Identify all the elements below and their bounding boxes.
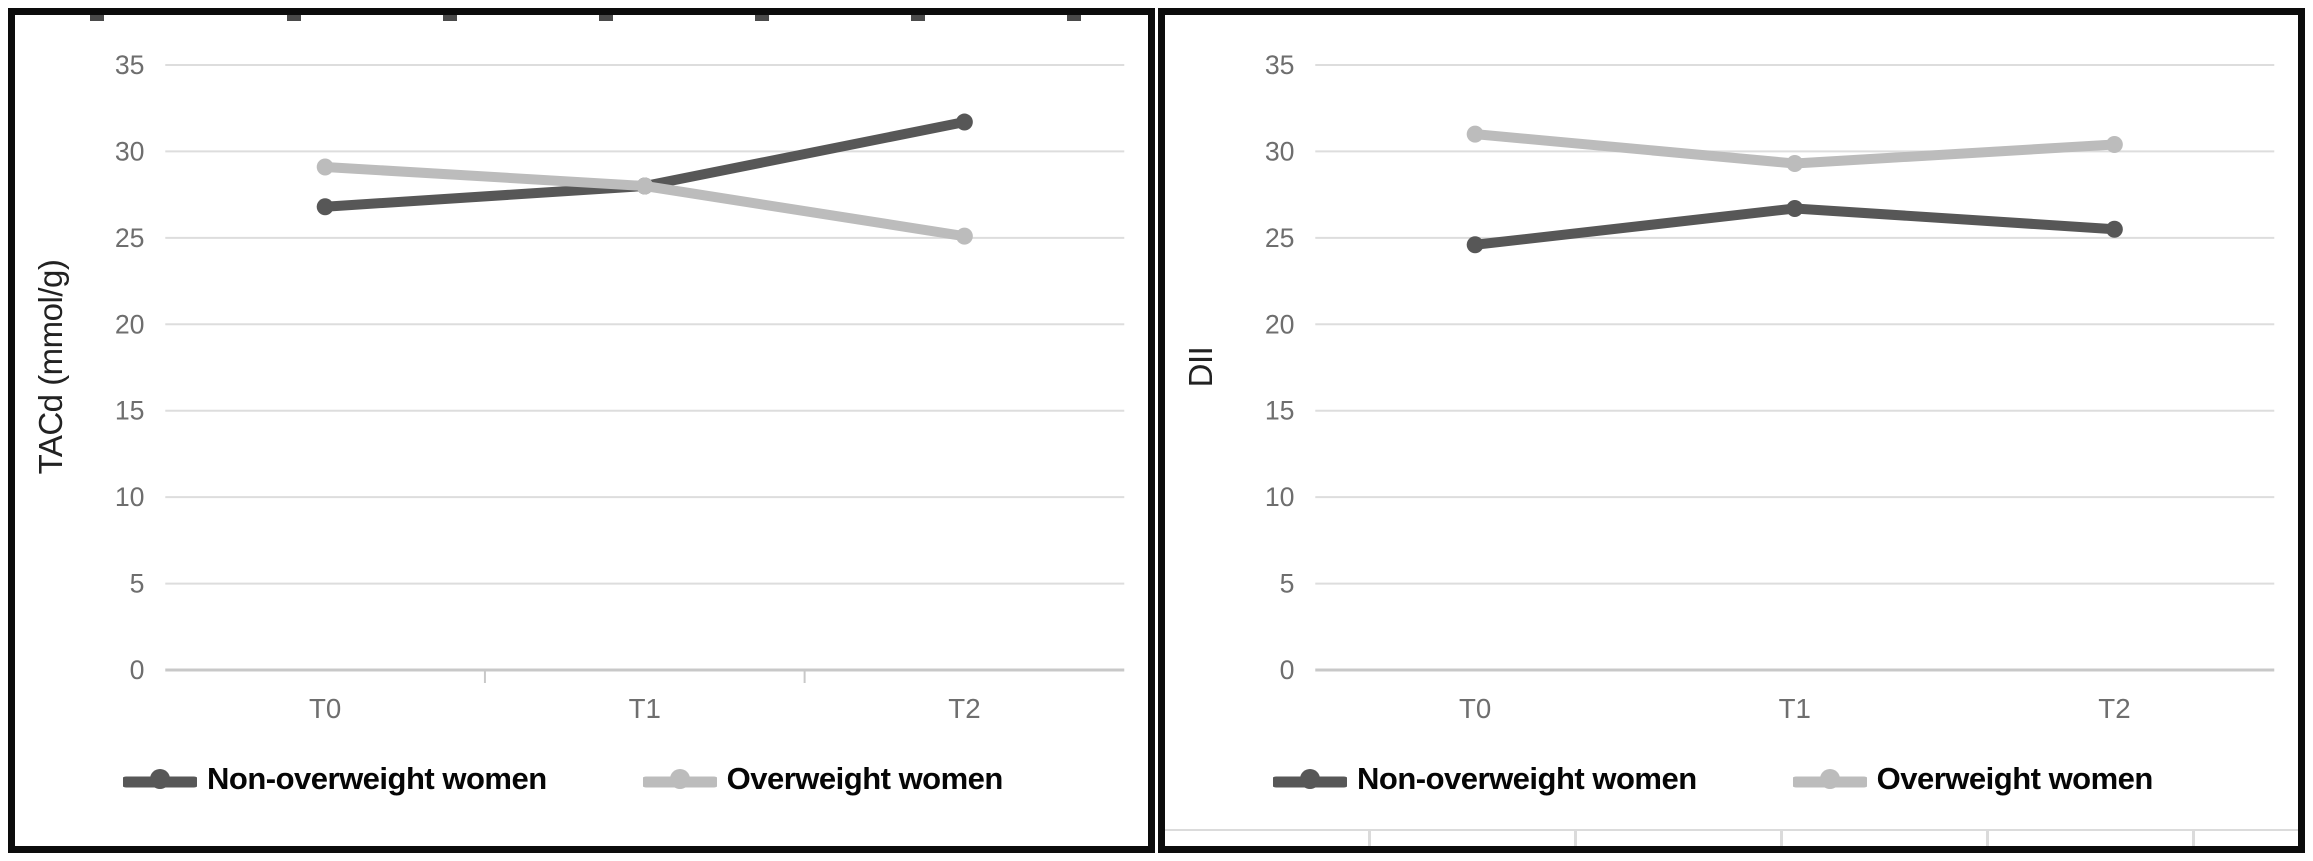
dii-y-axis-title: DII bbox=[1182, 346, 1219, 388]
legend-item-overweight-women: Overweight women bbox=[1792, 761, 2154, 797]
dii-legend: Non-overweight women Overweight women bbox=[1165, 731, 2298, 827]
y-tick-label: 10 bbox=[1265, 482, 1295, 512]
x-tick-label: T1 bbox=[1779, 693, 1811, 724]
legend-point bbox=[1819, 769, 1840, 789]
y-tick-label: 20 bbox=[1265, 309, 1295, 339]
tacd-chart-panel: TACd (mmol/g) 0 5 10 15 20 25 30 35 T0 T1 T2 Non-o… bbox=[8, 8, 1155, 853]
excel-cell-tick-marks bbox=[15, 15, 1148, 21]
tacd-y-axis-title: TACd (mmol/g) bbox=[32, 259, 69, 475]
y-tick-label: 30 bbox=[1265, 136, 1295, 166]
legend-point bbox=[1300, 769, 1320, 789]
data-point-overweight-women-t1 bbox=[636, 177, 654, 195]
data-point-overweight-women-t0 bbox=[1466, 125, 1484, 143]
data-point-non-overweight-women-t2 bbox=[2106, 220, 2123, 238]
data-point-overweight-women-t1 bbox=[1786, 155, 1804, 173]
legend-item-non-overweight-women: Non-overweight women bbox=[1273, 761, 1697, 797]
x-tick-label: T0 bbox=[1459, 693, 1491, 724]
y-tick-label: 5 bbox=[130, 568, 145, 598]
data-point-non-overweight-women-t0 bbox=[1466, 236, 1484, 254]
y-tick-label: 15 bbox=[1265, 396, 1295, 426]
line-with-marker-icon bbox=[123, 769, 197, 789]
y-tick-label: 30 bbox=[115, 136, 145, 166]
x-tick-label: T1 bbox=[629, 693, 661, 724]
legend-label: Overweight women bbox=[726, 761, 1004, 796]
data-point-overweight-women-t2 bbox=[2106, 136, 2123, 154]
excel-cell-row-strip bbox=[1165, 829, 2298, 846]
data-point-non-overweight-women-t0 bbox=[316, 198, 334, 216]
legend-point bbox=[150, 769, 170, 789]
y-tick-label: 0 bbox=[130, 655, 145, 685]
x-tick-label: T0 bbox=[309, 693, 341, 724]
y-tick-label: 25 bbox=[115, 223, 145, 253]
tacd-legend: Non-overweight women Overweight women bbox=[15, 731, 1148, 827]
data-point-non-overweight-women-t1 bbox=[1786, 199, 1804, 217]
data-point-overweight-women-t2 bbox=[956, 227, 973, 245]
dii-line-chart: 0 5 10 15 20 25 30 35 T0 T1 T2 bbox=[1265, 50, 2275, 724]
y-tick-label: 20 bbox=[115, 309, 145, 339]
line-with-marker-icon bbox=[1273, 769, 1347, 789]
legend-point bbox=[669, 769, 690, 789]
legend-label: Non-overweight women bbox=[1357, 761, 1697, 796]
y-tick-label: 15 bbox=[115, 396, 145, 426]
y-tick-label: 5 bbox=[1280, 568, 1295, 598]
y-tick-label: 0 bbox=[1280, 655, 1295, 685]
line-with-marker-icon bbox=[642, 769, 717, 789]
legend-label: Non-overweight women bbox=[207, 761, 547, 796]
y-tick-label: 35 bbox=[1265, 50, 1295, 80]
dii-chart-panel: DII 0 5 10 15 20 25 30 35 T0 T1 T2 Non-overweight … bbox=[1158, 8, 2305, 853]
data-point-non-overweight-women-t2 bbox=[956, 113, 973, 131]
tacd-line-chart: 0 5 10 15 20 25 30 35 T0 T1 T2 bbox=[115, 50, 1125, 724]
legend-item-overweight-women: Overweight women bbox=[642, 761, 1004, 797]
y-tick-label: 10 bbox=[115, 482, 145, 512]
line-with-marker-icon bbox=[1792, 769, 1867, 789]
legend-item-non-overweight-women: Non-overweight women bbox=[123, 761, 547, 797]
legend-label: Overweight women bbox=[1876, 761, 2154, 796]
data-point-overweight-women-t0 bbox=[316, 158, 334, 176]
y-tick-label: 35 bbox=[115, 50, 145, 80]
y-tick-label: 25 bbox=[1265, 223, 1295, 253]
x-tick-label: T2 bbox=[948, 693, 980, 724]
x-tick-label: T2 bbox=[2098, 693, 2130, 724]
